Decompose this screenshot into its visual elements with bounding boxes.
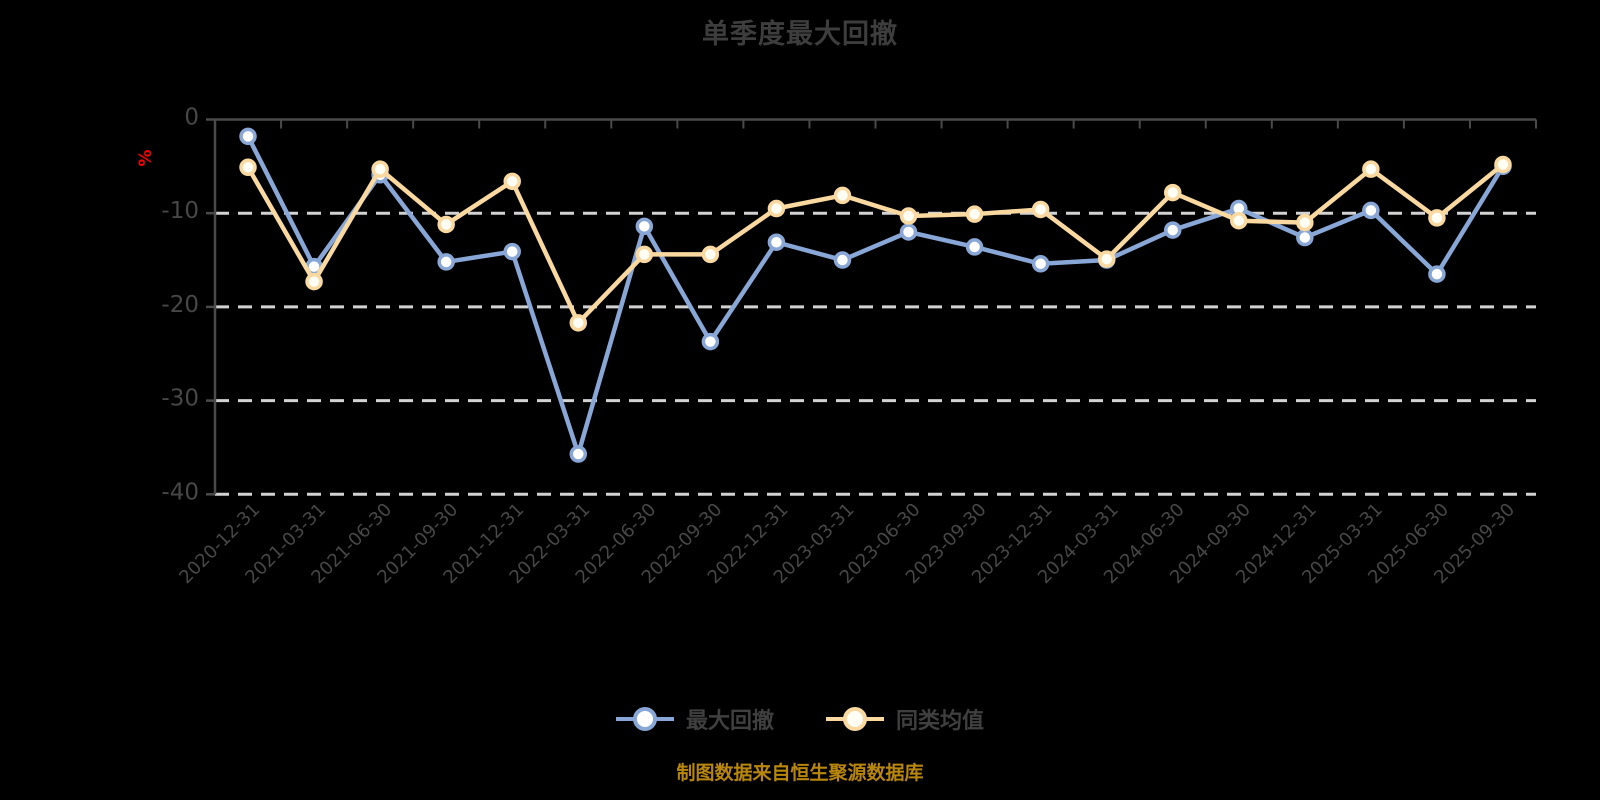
legend-label-category-average: 同类均值 (896, 709, 985, 734)
legend-item-category-average[interactable]: 同类均值 (826, 703, 984, 735)
data-point-0-2024-12-31[interactable] (1296, 228, 1314, 247)
y-axis-tick-label: -40 (161, 479, 199, 505)
legend: 最大回撤 同类均值 (0, 703, 1600, 735)
data-point-1-2022-09-30[interactable] (701, 245, 720, 264)
data-point-0-2025-03-31[interactable] (1362, 201, 1380, 220)
data-point-1-2021-09-30[interactable] (437, 215, 455, 234)
data-point-1-2022-12-31[interactable] (767, 199, 786, 218)
data-point-1-2021-03-31[interactable] (305, 272, 323, 291)
data-point-0-2025-06-30[interactable] (1428, 265, 1446, 283)
data-point-1-2023-12-31[interactable] (1031, 200, 1050, 219)
legend-item-max-drawdown[interactable]: 最大回撤 (615, 703, 774, 735)
grid-lines (215, 211, 1536, 496)
data-point-1-2021-12-31[interactable] (503, 172, 521, 191)
series-0 (239, 127, 1512, 463)
data-point-1-2023-03-31[interactable] (833, 186, 852, 205)
data-point-0-2023-06-30[interactable] (899, 223, 918, 241)
data-point-1-2021-06-30[interactable] (371, 160, 389, 178)
data-point-1-2025-06-30[interactable] (1428, 209, 1446, 227)
data-point-1-2022-06-30[interactable] (635, 245, 654, 264)
data-point-1-2024-12-31[interactable] (1296, 213, 1314, 232)
data-point-1-2023-09-30[interactable] (965, 205, 984, 223)
data-point-0-2020-12-31[interactable] (239, 127, 257, 146)
data-point-0-2023-09-30[interactable] (965, 238, 984, 256)
y-axis: 0 -10 -20 -30 -40 (161, 105, 217, 505)
data-point-1-2025-09-30[interactable] (1494, 155, 1512, 174)
data-point-1-2024-09-30[interactable] (1230, 211, 1248, 230)
data-point-1-2024-03-31[interactable] (1097, 250, 1116, 268)
data-point-0-2021-12-31[interactable] (503, 242, 521, 261)
y-axis-tick-label: 0 (184, 105, 199, 131)
legend-marker-category-average (826, 707, 884, 731)
data-point-0-2023-12-31[interactable] (1031, 255, 1050, 273)
chart-title: 单季度最大回撤 (702, 19, 898, 50)
legend-label-max-drawdown: 最大回撤 (685, 709, 774, 734)
data-point-0-2022-09-30[interactable] (701, 332, 720, 351)
y-axis-tick-label: -20 (161, 292, 199, 318)
data-point-1-2023-06-30[interactable] (899, 207, 918, 225)
series-0-line (245, 134, 1506, 457)
data-point-1-2022-03-31[interactable] (569, 314, 588, 332)
y-axis-tick-label: -10 (161, 198, 199, 224)
legend-marker-max-drawdown (615, 707, 674, 731)
series-1-line (245, 162, 1506, 326)
data-point-0-2022-06-30[interactable] (635, 217, 654, 236)
data-point-0-2023-03-31[interactable] (833, 251, 852, 269)
series-1 (239, 155, 1512, 332)
data-point-1-2025-03-31[interactable] (1362, 160, 1380, 178)
data-point-1-2024-06-30[interactable] (1163, 183, 1182, 202)
data-point-0-2022-03-31[interactable] (569, 445, 588, 463)
data-point-0-2021-09-30[interactable] (437, 253, 455, 271)
x-axis (214, 118, 1537, 129)
y-axis-tick-label: -30 (161, 386, 199, 412)
data-source-note: 制图数据来自恒生聚源数据库 (676, 762, 924, 784)
data-point-0-2022-12-31[interactable] (767, 233, 786, 251)
data-point-0-2024-06-30[interactable] (1163, 221, 1182, 239)
data-point-1-2020-12-31[interactable] (239, 158, 257, 177)
x-axis-labels: 2020-12-312021-03-312021-06-302021-09-30… (175, 499, 1519, 588)
